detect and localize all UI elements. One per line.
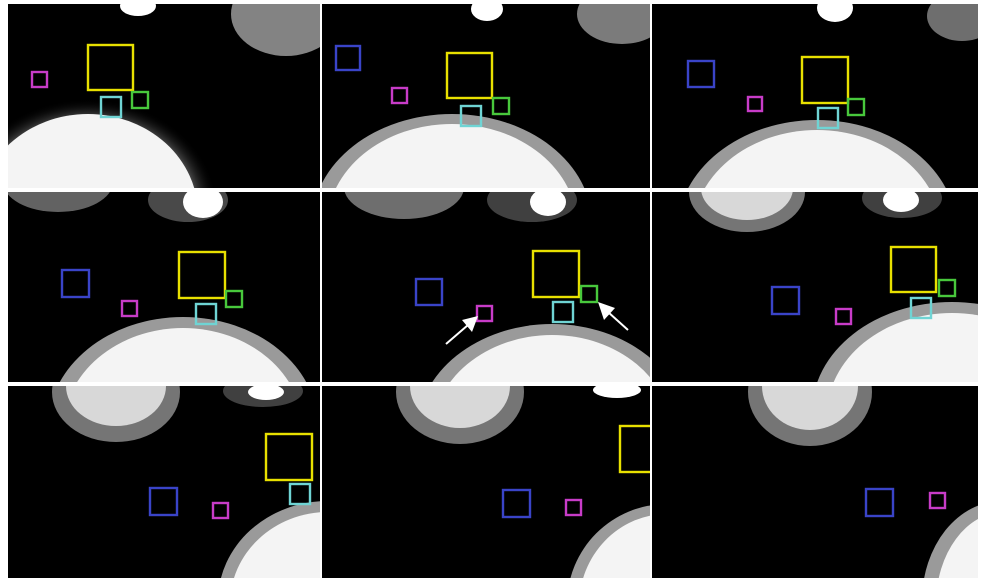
roi-magenta bbox=[390, 86, 409, 105]
panel-r3-c2-image bbox=[396, 386, 650, 578]
roi-magenta bbox=[746, 95, 764, 113]
gray-blob-core bbox=[762, 386, 858, 430]
roi-magenta bbox=[475, 304, 494, 323]
gray-blob bbox=[8, 192, 110, 212]
roi-yellow bbox=[531, 249, 581, 299]
bright-blob bbox=[77, 328, 289, 382]
bright-blob bbox=[234, 512, 320, 578]
bright-blob bbox=[336, 124, 568, 188]
bright-blob bbox=[704, 130, 930, 188]
panel-r1-c2 bbox=[322, 4, 650, 188]
small-bright-spot bbox=[471, 4, 503, 21]
gray-blob bbox=[577, 4, 650, 44]
roi-cyan bbox=[816, 106, 840, 130]
arrow-left bbox=[445, 316, 478, 345]
panel-r3-c3-image bbox=[748, 386, 978, 578]
roi-green bbox=[846, 97, 866, 117]
small-bright-spot bbox=[530, 192, 566, 216]
roi-yellow bbox=[264, 432, 314, 482]
roi-magenta bbox=[834, 307, 853, 326]
panel-r2-c2 bbox=[322, 192, 650, 382]
bright-blob bbox=[583, 515, 650, 578]
roi-green bbox=[130, 90, 150, 110]
panel-r1-c2-image bbox=[322, 4, 650, 188]
arrow-right bbox=[598, 302, 629, 331]
bright-blob bbox=[938, 519, 978, 578]
panel-r3-c1 bbox=[8, 386, 320, 578]
roi-cyan bbox=[99, 95, 123, 119]
roi-magenta bbox=[564, 498, 583, 517]
gray-blob-core bbox=[701, 192, 793, 220]
roi-cyan bbox=[459, 104, 483, 128]
panel-r1-c1-image bbox=[8, 4, 320, 188]
roi-green bbox=[224, 289, 244, 309]
small-bright-spot bbox=[593, 386, 641, 398]
roi-blue bbox=[60, 268, 91, 299]
panel-r1-c1 bbox=[8, 4, 320, 188]
panel-r2-c3-image bbox=[689, 192, 978, 382]
panel-r2-c3 bbox=[652, 192, 978, 382]
roi-blue bbox=[414, 277, 444, 307]
roi-blue bbox=[501, 488, 532, 519]
panel-r2-c2-image bbox=[344, 192, 650, 382]
roi-yellow bbox=[618, 424, 650, 474]
roi-blue bbox=[334, 44, 362, 72]
panel-r1-c3-image bbox=[686, 4, 978, 188]
roi-blue bbox=[686, 59, 716, 89]
roi-green bbox=[491, 96, 511, 116]
roi-blue bbox=[148, 486, 179, 517]
panel-r3-c2 bbox=[322, 386, 650, 578]
roi-blue bbox=[864, 487, 895, 518]
panel-r2-c1 bbox=[8, 192, 320, 382]
small-bright-spot bbox=[817, 4, 853, 22]
gray-blob bbox=[927, 4, 978, 41]
gray-blob-core bbox=[410, 386, 510, 428]
small-bright-spot bbox=[883, 192, 919, 212]
roi-yellow bbox=[177, 250, 227, 300]
bright-blob bbox=[450, 335, 650, 382]
roi-blue bbox=[770, 285, 801, 316]
panel-r3-c3 bbox=[652, 386, 978, 578]
panel-r1-c3 bbox=[652, 4, 978, 188]
gray-blob bbox=[344, 192, 464, 219]
roi-green bbox=[937, 278, 957, 298]
small-bright-spot bbox=[248, 386, 284, 400]
roi-cyan bbox=[909, 296, 933, 320]
gray-blob bbox=[231, 4, 320, 56]
small-bright-spot bbox=[120, 4, 156, 16]
roi-yellow bbox=[445, 51, 494, 100]
roi-cyan bbox=[288, 482, 312, 506]
roi-yellow bbox=[889, 245, 938, 294]
roi-yellow bbox=[800, 55, 850, 105]
gray-blob-core bbox=[66, 386, 166, 426]
bright-blob bbox=[833, 313, 978, 382]
roi-cyan bbox=[194, 302, 218, 326]
bright-blob-core bbox=[8, 114, 195, 188]
small-bright-spot bbox=[183, 192, 223, 218]
panel-r2-c1-image bbox=[8, 192, 307, 382]
roi-green bbox=[579, 284, 599, 304]
roi-yellow bbox=[86, 43, 135, 92]
roi-magenta bbox=[30, 70, 49, 89]
roi-magenta bbox=[211, 501, 230, 520]
roi-magenta bbox=[928, 491, 947, 510]
roi-magenta bbox=[120, 299, 139, 318]
panel-r3-c1-image bbox=[52, 386, 320, 578]
roi-cyan bbox=[551, 300, 575, 324]
